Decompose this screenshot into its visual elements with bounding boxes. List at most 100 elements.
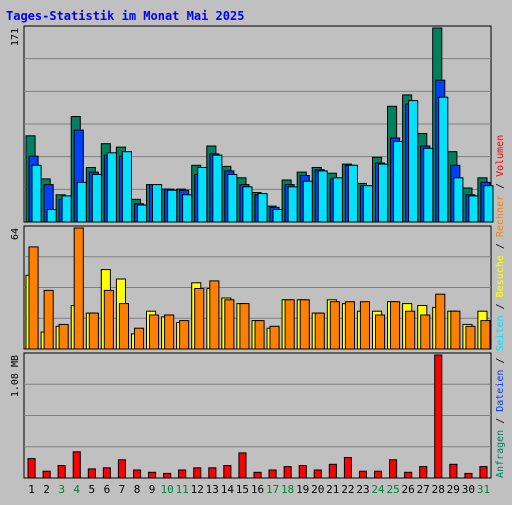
- hits-panel-pages-bar: [423, 147, 434, 223]
- x-tick-label: 25: [386, 483, 399, 496]
- legend-separator: /: [495, 412, 506, 430]
- visits-panel-sites-bar: [73, 227, 84, 350]
- visits-panel-sites-bar: [480, 320, 491, 350]
- hits-panel-pages-bar: [408, 100, 419, 223]
- legend-separator: /: [495, 352, 506, 370]
- volume-panel-kbytes-bar: [313, 469, 322, 479]
- hits-panel-pages-bar: [121, 151, 133, 223]
- visits-panel-sites-bar: [269, 325, 280, 350]
- legend-separator: /: [495, 177, 506, 195]
- legend-item-rechner: Rechner: [495, 195, 506, 237]
- x-tick-label: 27: [417, 483, 430, 496]
- legend-item-anfragen: Anfragen: [495, 430, 506, 478]
- hits-panel-pages-bar: [152, 184, 163, 223]
- x-tick-label: 13: [206, 483, 219, 496]
- x-tick-label: 6: [104, 483, 111, 496]
- x-tick-label: 1: [28, 483, 35, 496]
- visits-panel-sites-bar: [149, 314, 160, 350]
- x-tick-label: 26: [401, 483, 414, 496]
- hits-panel-pages-bar: [317, 170, 328, 223]
- x-tick-label: 16: [251, 483, 264, 496]
- hits-panel-ylabel: 171: [10, 28, 21, 46]
- visits-panel-sites-bar: [344, 301, 355, 350]
- visits-panel-sites-bar: [420, 314, 431, 350]
- x-tick-label: 15: [236, 483, 249, 496]
- x-tick-label: 3: [58, 483, 65, 496]
- volume-panel-kbytes-bar: [193, 467, 202, 479]
- visits-panel: 64: [10, 225, 492, 350]
- hits-panel-pages-bar: [393, 141, 404, 223]
- x-tick-label: 28: [432, 483, 445, 496]
- volume-panel-kbytes-bar: [298, 465, 307, 479]
- volume-panel-kbytes-bar: [479, 466, 488, 479]
- hits-panel-pages-bar: [362, 185, 373, 223]
- volume-panel: 1.08 MB: [10, 352, 492, 479]
- volume-panel-kbytes-bar: [208, 467, 217, 479]
- volume-panel-kbytes-bar: [389, 459, 398, 479]
- hits-panel-pages-bar: [182, 194, 193, 223]
- x-tick-label: 7: [119, 483, 126, 496]
- visits-panel-sites-bar: [254, 320, 265, 350]
- x-tick-label: 11: [176, 483, 189, 496]
- hits-panel-pages-bar: [212, 154, 223, 223]
- x-tick-label: 18: [281, 483, 294, 496]
- hits-panel-pages-bar: [302, 180, 313, 223]
- legend-separator: /: [495, 297, 506, 315]
- x-tick-label: 30: [462, 483, 475, 496]
- visits-panel-sites-bar: [103, 289, 114, 350]
- hits-panel-pages-bar: [483, 185, 494, 223]
- visits-panel-sites-bar: [164, 314, 175, 350]
- x-tick-label: 2: [43, 483, 50, 496]
- legend-item-besuche: Besuche: [495, 255, 506, 297]
- hits-panel-pages-bar: [197, 167, 208, 223]
- hits-panel-pages-bar: [76, 181, 87, 223]
- volume-panel-kbytes-bar: [133, 469, 142, 479]
- hits-panel-pages-bar: [242, 186, 253, 223]
- visits-panel-sites-bar: [375, 314, 386, 350]
- x-tick-label: 10: [160, 483, 173, 496]
- visits-panel-sites-bar: [88, 312, 99, 350]
- visits-panel-sites-bar: [58, 323, 69, 350]
- visits-panel-sites-bar: [329, 301, 340, 350]
- legend-item-dateien: Dateien: [495, 370, 506, 412]
- x-tick-label: 21: [326, 483, 339, 496]
- hits-panel-pages-bar: [272, 209, 283, 223]
- right-legend: Anfragen / Dateien / Seiten / Besuche / …: [495, 135, 506, 478]
- hits-panel-pages-bar: [468, 195, 479, 223]
- x-tick-label: 29: [447, 483, 460, 496]
- hits-panel-pages-bar: [91, 173, 102, 223]
- volume-panel-kbytes-bar: [27, 458, 36, 479]
- x-tick-label: 31: [477, 483, 490, 496]
- volume-panel-kbytes-bar: [419, 466, 428, 479]
- volume-panel-kbytes-bar: [223, 465, 232, 479]
- volume-panel-kbytes-bar: [268, 469, 277, 479]
- x-axis-labels: 1 2 3 4 5 6 7 8 9 10 11 12 13 14 15 16 17 18 19 20 21 22 23 24 2…: [28, 483, 490, 496]
- volume-panel-kbytes-bar: [117, 459, 127, 479]
- volume-panel-kbytes-bar: [328, 463, 337, 479]
- visits-panel-sites-bar: [450, 310, 461, 350]
- x-tick-label: 14: [221, 483, 235, 496]
- volume-panel-kbytes-bar: [87, 468, 96, 479]
- hits-panel-pages-bar: [137, 204, 148, 223]
- hits-panel-pages-bar: [287, 186, 298, 223]
- legend-item-volumen: Volumen: [495, 135, 506, 177]
- volume-panel-kbytes-bar: [434, 354, 443, 479]
- volume-panel-kbytes-bar: [449, 463, 458, 479]
- visits-panel-sites-bar: [194, 288, 205, 350]
- x-tick-label: 23: [356, 483, 369, 496]
- volume-panel-kbytes-bar: [238, 452, 247, 479]
- volume-panel-kbytes-bar: [57, 465, 66, 479]
- x-tick-label: 19: [296, 483, 309, 496]
- visits-panel-sites-bar: [239, 303, 250, 350]
- x-tick-label: 12: [191, 483, 204, 496]
- visits-panel-sites-bar: [43, 289, 54, 350]
- hits-panel-pages-bar: [347, 164, 358, 223]
- visits-panel-sites-bar: [134, 327, 145, 350]
- x-tick-label: 4: [73, 483, 80, 496]
- visits-panel-sites-bar: [209, 280, 220, 350]
- volume-panel-kbytes-bar: [283, 466, 292, 479]
- visits-panel-ylabel: 64: [10, 228, 21, 240]
- hits-panel-pages-bar: [167, 189, 178, 223]
- volume-panel-kbytes-bar: [163, 472, 172, 479]
